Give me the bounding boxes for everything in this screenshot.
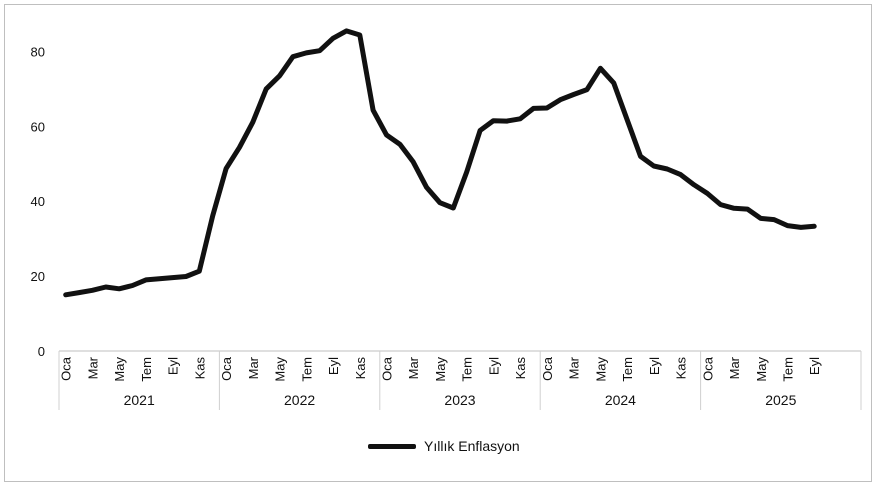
x-month-tick-label: Eyl: [486, 357, 501, 375]
x-month-tick-label: May: [593, 357, 608, 382]
x-month-tick-label: Mar: [85, 356, 100, 379]
x-year-label: 2021: [124, 392, 155, 408]
x-month-tick-label: Tem: [299, 357, 314, 382]
chart-frame: [4, 4, 872, 482]
x-month-tick-label: Tem: [780, 357, 795, 382]
y-tick-label: 20: [31, 269, 45, 284]
x-month-tick-label: Mar: [246, 356, 261, 379]
x-month-tick-label: May: [273, 357, 288, 382]
x-month-tick-label: May: [433, 357, 448, 382]
y-tick-label: 60: [31, 119, 45, 134]
y-tick-label: 0: [38, 344, 45, 359]
legend-line-swatch: [368, 443, 416, 449]
x-year-label: 2024: [605, 392, 636, 408]
x-month-tick-label: Oca: [219, 356, 234, 381]
x-month-tick-label: Mar: [727, 356, 742, 379]
x-month-tick-label: May: [112, 357, 127, 382]
y-tick-label: 40: [31, 194, 45, 209]
x-month-tick-label: Kas: [674, 357, 689, 380]
x-year-label: 2025: [765, 392, 796, 408]
x-month-tick-label: Oca: [540, 356, 555, 381]
series-line-yillik-enflasyon: [63, 28, 817, 298]
x-month-tick-label: Kas: [513, 357, 528, 380]
x-month-tick-label: Oca: [700, 356, 715, 381]
x-month-tick-label: Mar: [567, 356, 582, 379]
x-month-tick-label: Eyl: [166, 357, 181, 375]
x-month-tick-label: Eyl: [326, 357, 341, 375]
x-month-tick-label: May: [754, 357, 769, 382]
y-tick-label: 80: [31, 44, 45, 59]
x-month-tick-label: Oca: [59, 356, 74, 381]
x-month-tick-label: Kas: [192, 357, 207, 380]
x-month-tick-label: Tem: [139, 357, 154, 382]
x-month-tick-label: Tem: [460, 357, 475, 382]
chart-legend: Yıllık Enflasyon: [368, 438, 520, 454]
x-year-label: 2023: [444, 392, 475, 408]
x-month-tick-label: Tem: [620, 357, 635, 382]
x-year-label: 2022: [284, 392, 315, 408]
x-month-tick-label: Eyl: [647, 357, 662, 375]
legend-label: Yıllık Enflasyon: [424, 438, 520, 454]
x-month-tick-label: Oca: [379, 356, 394, 381]
x-month-tick-label: Kas: [353, 357, 368, 380]
x-month-tick-label: Mar: [406, 356, 421, 379]
x-month-tick-label: Eyl: [807, 357, 822, 375]
